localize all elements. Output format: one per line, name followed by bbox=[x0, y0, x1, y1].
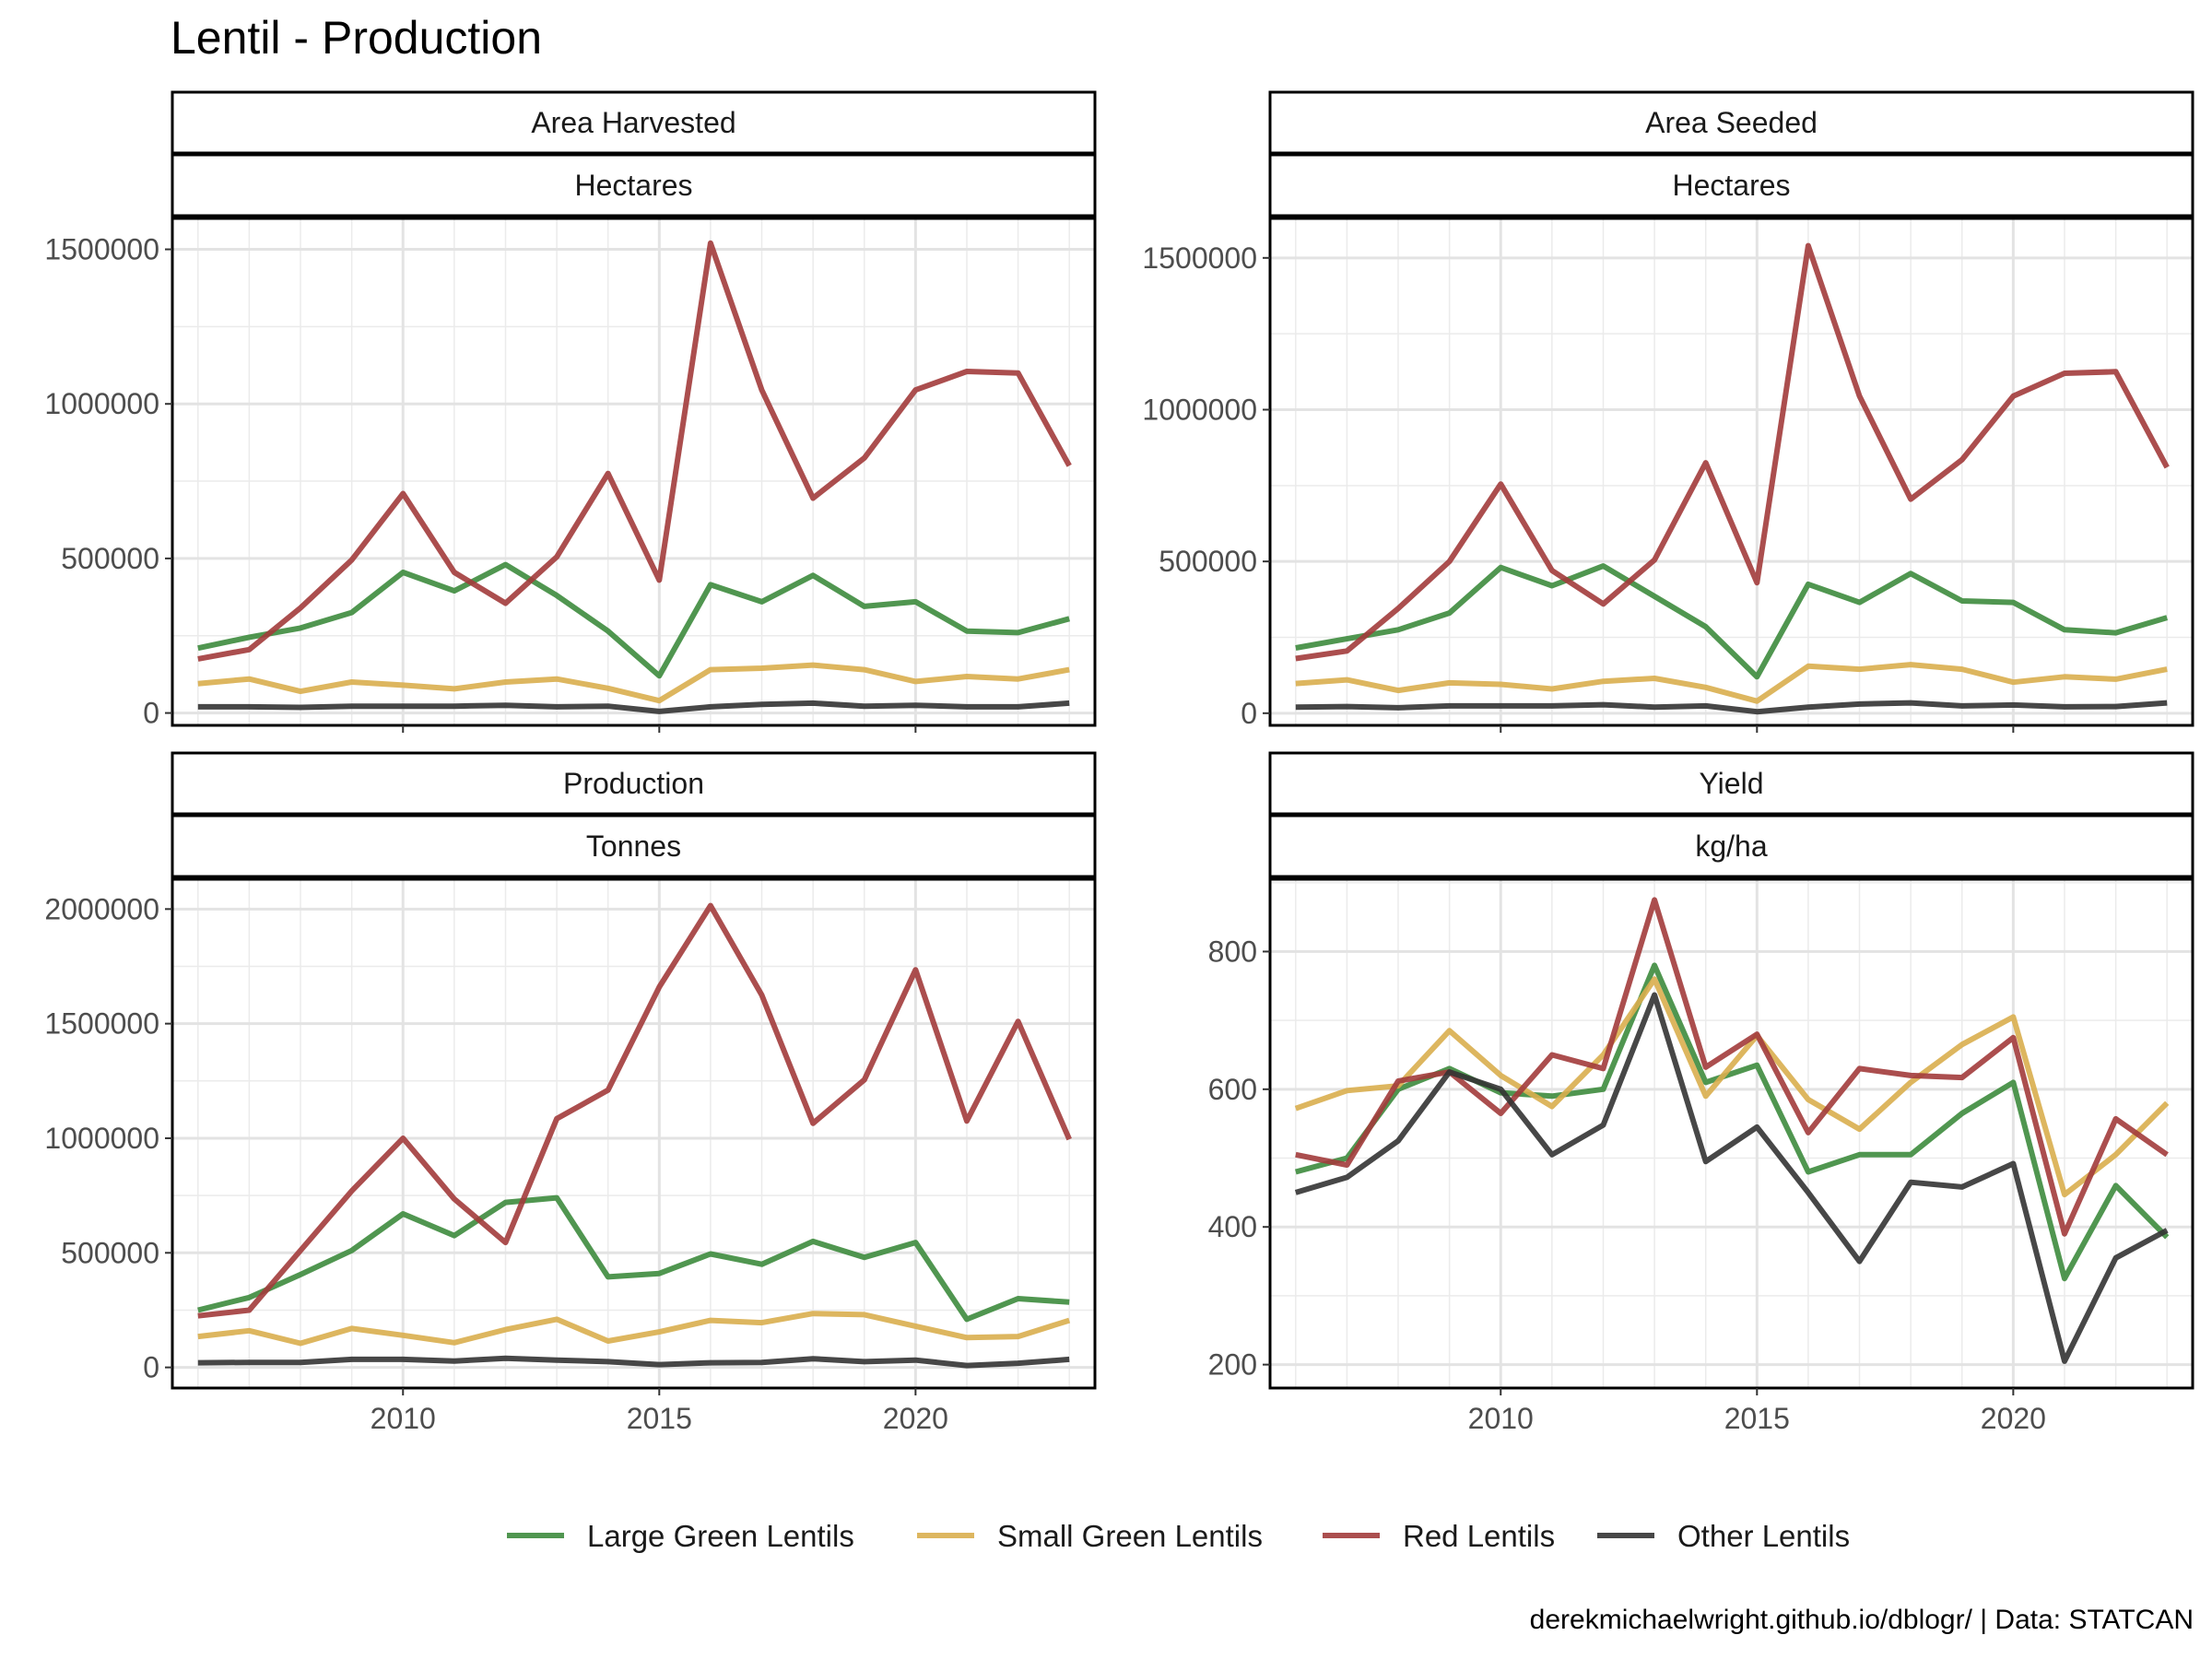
panel-area-seeded: Area Seeded Hectares 0 500000 1000000 1500000 bbox=[1142, 90, 2194, 733]
series-line-red-lentils bbox=[1295, 897, 2169, 1237]
gridlines bbox=[172, 879, 1095, 1388]
strip-measure-box bbox=[1268, 90, 2194, 155]
y-tick-label: 800 bbox=[1208, 935, 1257, 968]
legend-item-small-green-lentils: Small Green Lentils bbox=[917, 1519, 1263, 1553]
legend-label: Red Lentils bbox=[1403, 1519, 1555, 1553]
series-line-large-green-lentils bbox=[1295, 563, 2169, 680]
y-tick-label: 1500000 bbox=[44, 233, 159, 266]
series-lines bbox=[197, 240, 1072, 714]
y-tick-label: 500000 bbox=[61, 1236, 159, 1269]
panel-border bbox=[171, 217, 1097, 727]
chart-caption: derekmichaelwright.github.io/dblogr/ | D… bbox=[1530, 1605, 2194, 1635]
y-tick-label: 0 bbox=[143, 1351, 159, 1384]
y-tick-label: 1000000 bbox=[44, 387, 159, 420]
x-tick-label: 2010 bbox=[371, 1402, 436, 1435]
y-tick-label: 1500000 bbox=[1142, 241, 1257, 275]
y-tick-label: 200 bbox=[1208, 1348, 1257, 1382]
strip-measure-label: Area Seeded bbox=[1645, 106, 1818, 139]
y-tick-label: 400 bbox=[1208, 1210, 1257, 1243]
strip-unit-box bbox=[1268, 153, 2194, 218]
strip-unit-box bbox=[1268, 814, 2194, 878]
strip-measure-label: Production bbox=[563, 767, 704, 800]
series-lines bbox=[1295, 242, 2170, 715]
series-line-other-lentils bbox=[1294, 992, 2169, 1364]
strip-unit-label: Hectares bbox=[574, 169, 692, 202]
panel-border bbox=[171, 877, 1097, 1390]
series-line-other-lentils bbox=[197, 1355, 1070, 1369]
y-tick-label: 500000 bbox=[61, 542, 159, 575]
y-tick-label: 1000000 bbox=[44, 1122, 159, 1155]
x-tick-label: 2010 bbox=[1468, 1402, 1534, 1435]
series-lines bbox=[1294, 897, 2170, 1364]
y-tick-label: 2000000 bbox=[44, 892, 159, 925]
strip-unit-label: kg/ha bbox=[1695, 830, 1767, 863]
legend-label: Large Green Lentils bbox=[587, 1519, 854, 1553]
series-line-red-lentils bbox=[197, 240, 1072, 662]
x-tick-label: 2015 bbox=[627, 1402, 692, 1435]
gridlines bbox=[1270, 218, 2193, 725]
y-tick-label: 1500000 bbox=[44, 1007, 159, 1041]
y-tick-label: 600 bbox=[1208, 1073, 1257, 1106]
chart-title: Lentil - Production bbox=[171, 12, 542, 64]
strip-measure-label: Area Harvested bbox=[531, 106, 735, 139]
x-tick-label: 2020 bbox=[883, 1402, 948, 1435]
series-line-small-green-lentils bbox=[1295, 662, 2168, 704]
panel-production: Production Tonnes 0 500000 1000000 1500000 200… bbox=[44, 751, 1097, 1435]
x-tick-label: 2015 bbox=[1724, 1402, 1790, 1435]
series-lines bbox=[197, 902, 1072, 1369]
gridlines bbox=[1270, 879, 2193, 1388]
y-tick-label: 1000000 bbox=[1142, 393, 1257, 426]
panel-border bbox=[1268, 877, 2194, 1390]
y-tick-label: 0 bbox=[143, 697, 159, 730]
panel-yield: Yield kg/ha 200 400 600 800 2010 2015 2020 bbox=[1208, 751, 2194, 1435]
strip-unit-box bbox=[171, 814, 1097, 878]
legend-item-large-green-lentils: Large Green Lentils bbox=[507, 1519, 854, 1553]
legend: Large Green Lentils Small Green Lentils Re… bbox=[507, 1519, 1850, 1553]
series-line-red-lentils bbox=[197, 902, 1072, 1319]
series-line-other-lentils bbox=[1295, 700, 2168, 715]
panel-area-harvested: Area Harvested Hectares 0 500000 1000000 1500… bbox=[44, 90, 1097, 733]
gridlines bbox=[172, 218, 1095, 725]
series-line-small-green-lentils bbox=[197, 1311, 1071, 1347]
x-tick-label: 2020 bbox=[1981, 1402, 2046, 1435]
y-tick-label: 0 bbox=[1241, 697, 1257, 730]
legend-item-other-lentils: Other Lentils bbox=[1597, 1519, 1850, 1553]
strip-measure-box bbox=[1268, 751, 2194, 816]
legend-label: Small Green Lentils bbox=[997, 1519, 1263, 1553]
series-line-other-lentils bbox=[197, 700, 1070, 714]
series-line-large-green-lentils bbox=[197, 1194, 1070, 1323]
legend-item-red-lentils: Red Lentils bbox=[1323, 1519, 1555, 1553]
strip-unit-label: Tonnes bbox=[586, 830, 681, 863]
series-line-small-green-lentils bbox=[1294, 976, 2170, 1198]
strip-measure-box bbox=[171, 751, 1097, 816]
strip-unit-box bbox=[171, 153, 1097, 218]
legend-label: Other Lentils bbox=[1677, 1519, 1850, 1553]
strip-unit-label: Hectares bbox=[1672, 169, 1790, 202]
series-line-large-green-lentils bbox=[197, 561, 1070, 679]
panel-border bbox=[1268, 217, 2194, 727]
y-tick-label: 500000 bbox=[1159, 545, 1257, 578]
strip-measure-box bbox=[171, 90, 1097, 155]
series-line-small-green-lentils bbox=[197, 662, 1070, 704]
facet-panels: Area Harvested Hectares 0 500000 1000000 1500… bbox=[44, 90, 2194, 1435]
series-line-red-lentils bbox=[1295, 242, 2170, 662]
strip-measure-label: Yield bbox=[1700, 767, 1764, 800]
